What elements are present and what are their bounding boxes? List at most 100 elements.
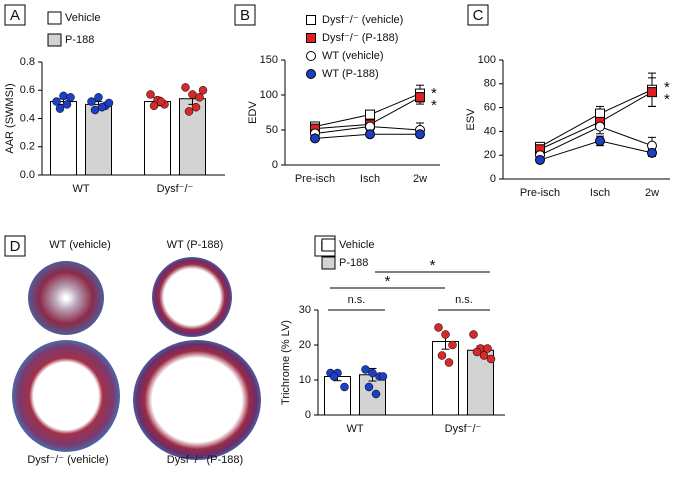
data-point — [434, 323, 443, 332]
x-tick-label: 2w — [645, 187, 659, 199]
legend-swatch — [321, 256, 336, 270]
panel-label-box — [4, 4, 26, 26]
x-tick-label: WT — [346, 423, 363, 435]
x-tick-label: Dysf⁻/⁻ — [445, 423, 482, 435]
data-point — [184, 107, 194, 116]
legend-swatch — [47, 11, 62, 25]
y-tick-label: 30 — [299, 304, 311, 316]
bar — [144, 101, 171, 176]
legend-label: WT (vehicle) — [322, 50, 384, 62]
y-tick-label: 60 — [484, 102, 496, 114]
y-axis-label: EDV — [247, 101, 259, 124]
data-point — [94, 93, 103, 102]
data-point — [156, 97, 166, 106]
annotation: * — [664, 79, 670, 96]
data-point — [55, 104, 65, 113]
bar — [324, 376, 351, 416]
data-point — [472, 347, 482, 357]
y-tick-label: 20 — [484, 149, 496, 161]
y-tick-label: 150 — [260, 54, 278, 66]
data-point — [361, 365, 370, 374]
y-tick-label: 0.8 — [20, 56, 35, 68]
comparison-label: * — [385, 273, 391, 290]
data-point — [437, 351, 447, 360]
image-caption: Dysf⁻/⁻ (P-188) — [167, 454, 243, 466]
marker — [306, 51, 316, 61]
x-tick-label: Dysf⁻/⁻ — [157, 183, 194, 195]
data-point — [340, 382, 349, 392]
y-tick-label: 100 — [260, 89, 278, 101]
data-point — [191, 102, 201, 112]
y-tick-label: 0 — [490, 173, 496, 185]
heart-section — [28, 261, 104, 335]
bar — [432, 341, 459, 416]
legend-swatch — [321, 238, 336, 252]
y-tick-label: 80 — [484, 78, 496, 90]
marker — [647, 87, 657, 98]
x-tick-label: Isch — [590, 187, 610, 199]
data-point — [448, 340, 457, 350]
legend-swatch — [47, 33, 62, 47]
marker — [415, 129, 425, 140]
x-tick-label: Pre-isch — [295, 173, 335, 185]
data-point — [444, 358, 454, 367]
marker — [306, 33, 316, 43]
y-tick-label: 50 — [266, 124, 278, 136]
heart-section — [12, 340, 120, 452]
y-tick-label: 0.0 — [20, 169, 35, 181]
legend-label: Dysf⁻/⁻ (P-188) — [322, 32, 398, 44]
data-point — [149, 101, 159, 111]
data-point — [146, 90, 155, 99]
marker — [365, 109, 375, 120]
data-point — [483, 344, 492, 353]
marker — [306, 15, 316, 25]
panel-label: D — [10, 238, 21, 255]
data-point — [378, 372, 388, 381]
legend-label: P-188 — [65, 34, 94, 46]
data-point — [59, 91, 68, 101]
marker — [595, 108, 605, 119]
legend-label: Vehicle — [65, 12, 100, 24]
data-point — [329, 372, 339, 381]
legend-label: Vehicle — [339, 239, 374, 251]
comparison-label: n.s. — [455, 294, 473, 306]
y-tick-label: 20 — [299, 339, 311, 351]
panel-label-box — [234, 4, 256, 26]
heart-section — [133, 340, 261, 460]
data-point — [66, 93, 75, 102]
legend-label: P-188 — [339, 257, 368, 269]
legend-label: WT (P-188) — [322, 68, 379, 80]
y-tick-label: 0 — [272, 159, 278, 171]
data-point — [479, 351, 489, 360]
marker — [306, 69, 316, 79]
data-point — [104, 98, 114, 108]
image-caption: Dysf⁻/⁻ (vehicle) — [27, 454, 108, 466]
marker — [647, 147, 657, 158]
annotation: * — [431, 97, 437, 114]
annotation: * — [431, 85, 437, 102]
y-tick-label: 0.4 — [20, 112, 35, 124]
y-axis-label: AAR (SWMSI) — [4, 83, 16, 153]
data-point — [181, 83, 190, 92]
marker — [535, 154, 545, 165]
y-axis-label: Trichrome (% LV) — [280, 320, 292, 405]
y-tick-label: 10 — [299, 374, 311, 386]
y-axis-label: ESV — [465, 108, 477, 131]
panel-label: B — [240, 7, 250, 24]
panel-label-box — [4, 235, 26, 257]
comparison-label: * — [430, 257, 436, 274]
heart-sections — [12, 257, 261, 460]
data-point — [62, 100, 72, 109]
bar — [85, 103, 112, 176]
image-caption: WT (vehicle) — [49, 239, 111, 251]
data-point — [371, 389, 381, 399]
marker — [595, 121, 605, 132]
marker — [595, 135, 605, 146]
x-tick-label: Isch — [360, 173, 380, 185]
x-tick-label: 2w — [413, 173, 427, 185]
data-point — [368, 368, 377, 378]
data-point — [87, 97, 96, 106]
y-tick-label: 0.6 — [20, 84, 35, 96]
panel-label-box — [467, 4, 489, 26]
